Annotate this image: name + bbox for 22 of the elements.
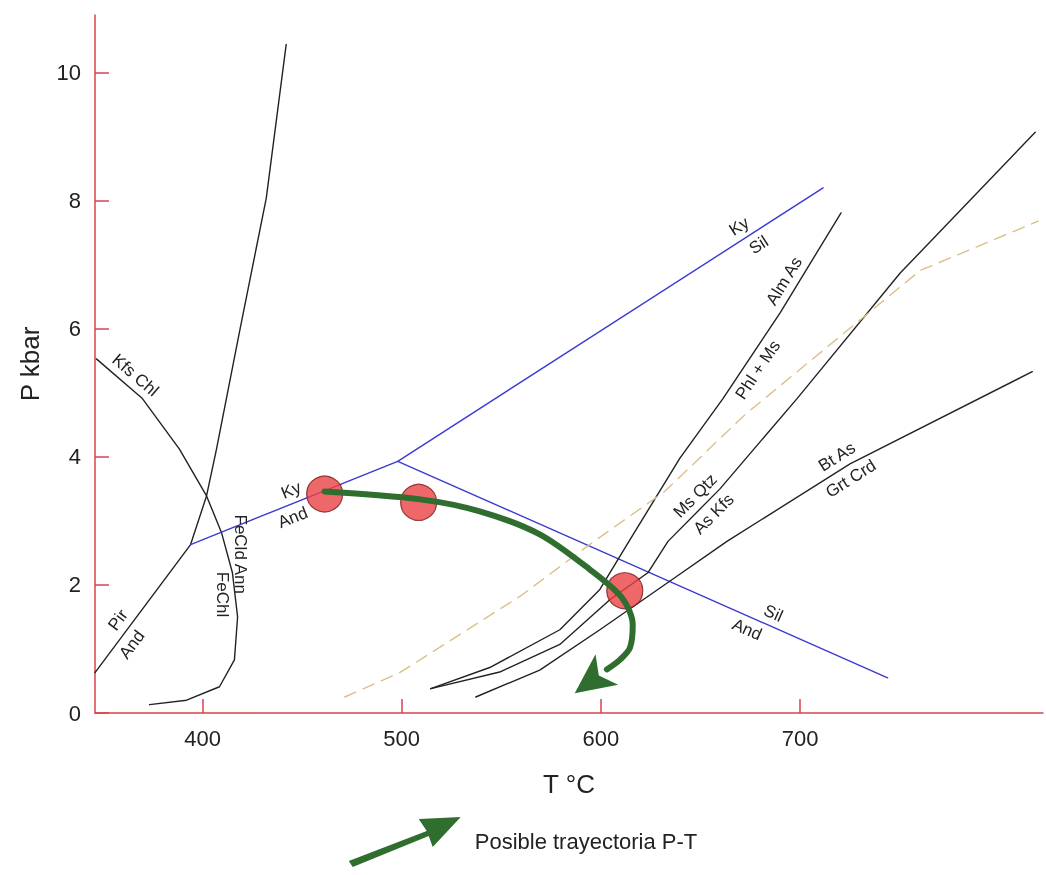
annotation: And — [275, 503, 311, 533]
x-axis-title: T °C — [543, 769, 595, 799]
text: Posible trayectoria P-T — [474, 829, 698, 855]
annotation: Alm As — [762, 253, 807, 309]
annotation: Phl + Ms — [731, 336, 785, 403]
annotation: Ky — [725, 212, 753, 240]
y-tick-label: 8 — [68, 188, 81, 214]
annotation: Pir — [104, 605, 133, 635]
annotation: Kfs Chl — [108, 350, 163, 401]
y-axis-title: P kbar — [15, 326, 45, 402]
annotation: Ky — [278, 477, 305, 503]
x-tick-label: 600 — [582, 725, 620, 751]
annotation: FeCld Ann — [230, 514, 250, 594]
annotation: FeChl — [212, 571, 232, 618]
x-tick-label: 400 — [184, 725, 221, 751]
y-tick-label: 0 — [68, 700, 81, 726]
y-tick-label: 2 — [68, 572, 81, 598]
x-tick-label: 700 — [781, 725, 819, 751]
y-tick-label: 10 — [56, 60, 81, 86]
x-tick-label: 500 — [383, 725, 421, 751]
y-tick-label: 6 — [68, 316, 81, 342]
y-tick-label: 4 — [68, 444, 81, 470]
